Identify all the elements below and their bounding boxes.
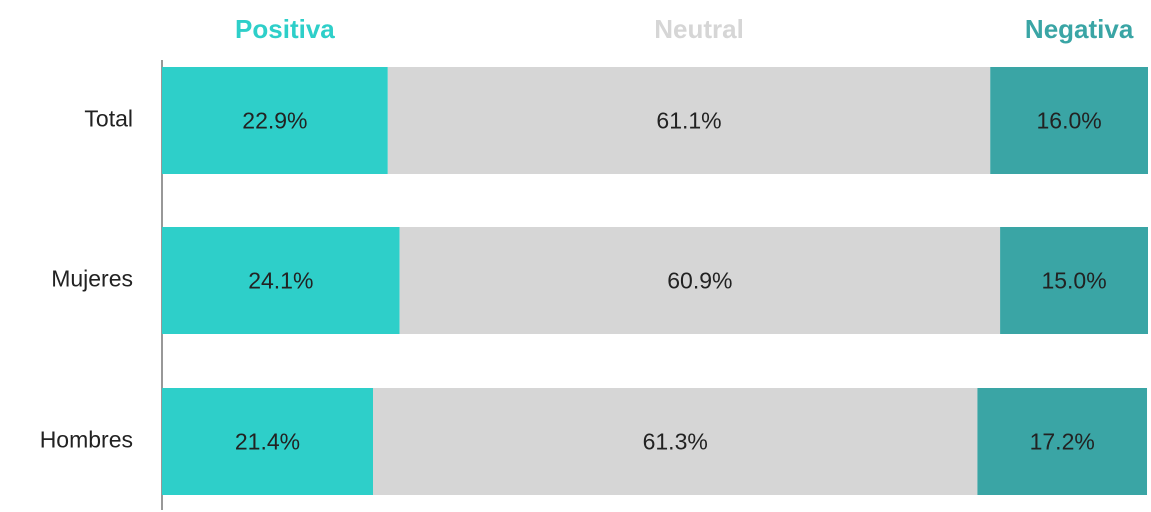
data-label: 24.1%	[248, 268, 313, 294]
legend-heading: Negativa	[1025, 14, 1134, 44]
data-label: 61.1%	[656, 108, 721, 134]
bar-segment	[990, 67, 1148, 174]
bar-segment	[162, 227, 400, 334]
data-label: 16.0%	[1037, 108, 1102, 134]
data-label: 15.0%	[1041, 268, 1106, 294]
bar-segment	[399, 227, 1001, 334]
category-label: Total	[84, 106, 133, 132]
data-label: 61.3%	[643, 429, 708, 455]
bar-segment	[162, 388, 374, 495]
bar-segment	[387, 67, 991, 174]
bar-segment	[162, 67, 388, 174]
category-label: Hombres	[40, 427, 133, 453]
data-label: 17.2%	[1030, 429, 1095, 455]
bar-segment	[1000, 227, 1148, 334]
data-label: 21.4%	[235, 429, 300, 455]
legend-heading: Neutral	[654, 14, 744, 44]
data-label: 60.9%	[667, 268, 732, 294]
legend-heading: Positiva	[235, 14, 335, 44]
data-label: 22.9%	[242, 108, 307, 134]
bar-segment	[977, 388, 1148, 495]
category-label: Mujeres	[51, 266, 133, 292]
bar-segment	[373, 388, 978, 495]
